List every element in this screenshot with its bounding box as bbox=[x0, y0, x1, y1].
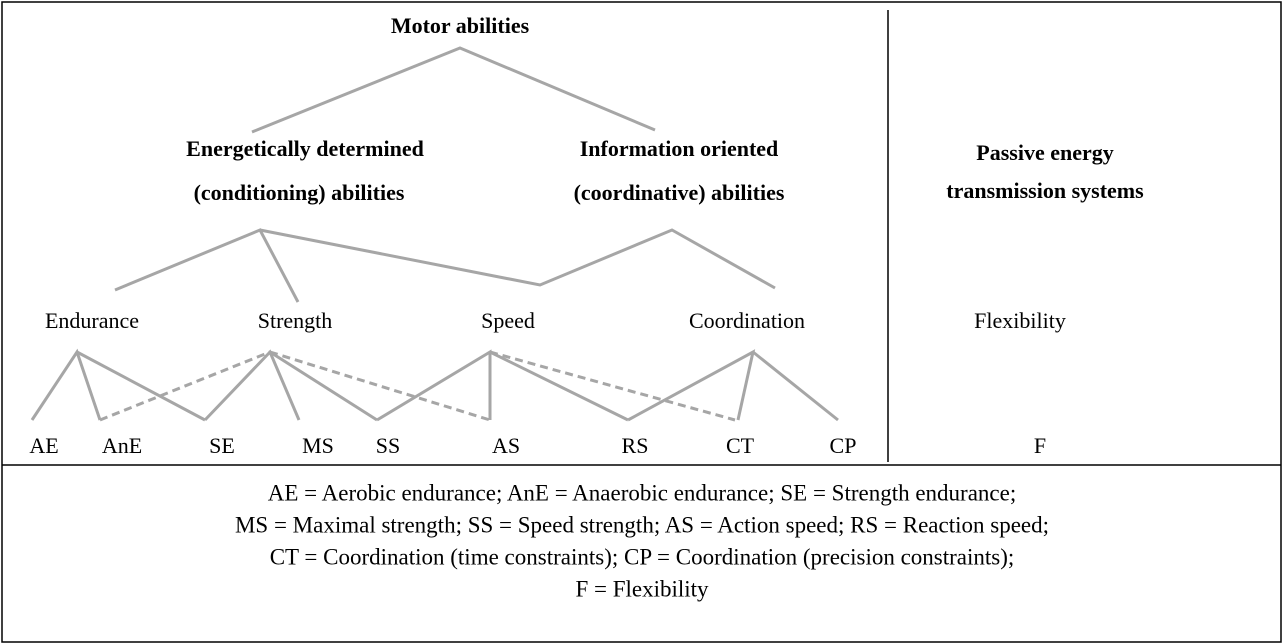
group-label: Information oriented bbox=[580, 136, 779, 161]
legend-line: AE = Aerobic endurance; AnE = Anaerobic … bbox=[268, 480, 1016, 505]
code: MS bbox=[302, 433, 334, 458]
group-label: Passive energy bbox=[976, 140, 1113, 165]
group-label: transmission systems bbox=[946, 178, 1144, 203]
code: CT bbox=[726, 433, 755, 458]
legend-line: F = Flexibility bbox=[575, 576, 709, 601]
code: AS bbox=[492, 433, 520, 458]
group-label: Energetically determined bbox=[186, 136, 424, 161]
legend-line: CT = Coordination (time constraints); CP… bbox=[270, 544, 1015, 569]
group-label: (conditioning) abilities bbox=[194, 180, 405, 205]
code: SS bbox=[376, 433, 400, 458]
code: CP bbox=[830, 433, 857, 458]
legend-line: MS = Maximal strength; SS = Speed streng… bbox=[235, 512, 1049, 537]
connectors bbox=[30, 46, 839, 422]
ability: Coordination bbox=[689, 308, 805, 333]
title: Motor abilities bbox=[391, 13, 530, 38]
group-label: (coordinative) abilities bbox=[574, 180, 785, 205]
ability: Endurance bbox=[45, 308, 139, 333]
ability: Speed bbox=[481, 308, 535, 333]
code: AnE bbox=[102, 433, 142, 458]
code: F bbox=[1034, 433, 1046, 458]
code: AE bbox=[29, 433, 58, 458]
code: RS bbox=[622, 433, 649, 458]
ability: Strength bbox=[258, 308, 333, 333]
ability: Flexibility bbox=[974, 308, 1066, 333]
code: SE bbox=[209, 433, 235, 458]
